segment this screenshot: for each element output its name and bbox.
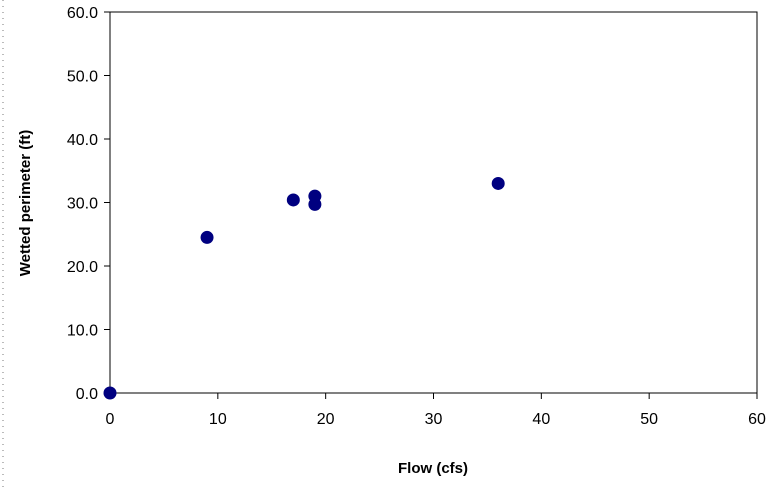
y-tick-label: 40.0 [67, 132, 98, 149]
data-point [286, 193, 300, 207]
x-tick-label: 30 [425, 411, 443, 428]
x-axis: 0 10 20 30 40 50 60 [106, 393, 766, 428]
y-tick-label: 60.0 [67, 5, 98, 22]
x-tick-label: 50 [640, 411, 658, 428]
data-point [308, 197, 322, 211]
plot-area [109, 11, 758, 394]
y-axis: 0.0 10.0 20.0 30.0 40.0 50.0 60.0 [67, 5, 110, 403]
y-tick-label: 50.0 [67, 69, 98, 86]
data-points [103, 176, 505, 400]
y-tick-label: 20.0 [67, 259, 98, 276]
x-tick-label: 0 [106, 411, 115, 428]
data-point [103, 386, 117, 400]
data-point [491, 176, 505, 190]
x-tick-label: 60 [748, 411, 766, 428]
x-axis-title: Flow (cfs) [398, 460, 468, 477]
x-tick-label: 20 [317, 411, 335, 428]
y-tick-label: 0.0 [76, 386, 98, 403]
x-tick-label: 10 [209, 411, 227, 428]
x-tick-label: 40 [532, 411, 550, 428]
y-tick-label: 30.0 [67, 196, 98, 213]
data-point [200, 230, 214, 244]
y-tick-label: 10.0 [67, 323, 98, 340]
y-axis-title: Wetted perimeter (ft) [17, 130, 34, 276]
